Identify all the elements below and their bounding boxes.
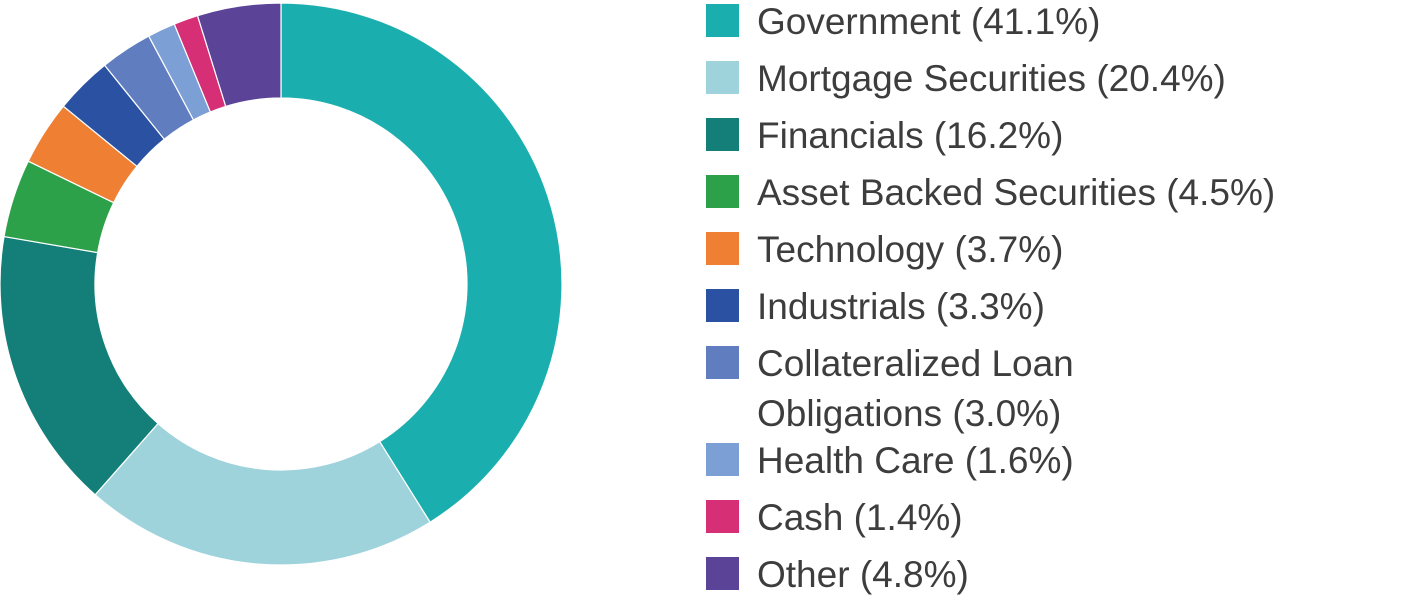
legend-label: Cash (1.4%) xyxy=(757,497,963,538)
donut-slice-mortgage-securities xyxy=(94,422,431,566)
legend-swatch xyxy=(706,232,739,265)
legend-swatch xyxy=(706,557,739,590)
legend-swatch xyxy=(706,175,739,208)
legend-label: Asset Backed Securities (4.5%) xyxy=(757,172,1276,213)
legend-swatch xyxy=(706,443,739,476)
legend-swatch xyxy=(706,289,739,322)
legend-label: Industrials (3.3%) xyxy=(757,286,1045,327)
legend-swatch xyxy=(706,118,739,151)
legend-label: Mortgage Securities (20.4%) xyxy=(757,58,1226,99)
legend-label: Health Care (1.6%) xyxy=(757,440,1074,481)
legend-label: Financials (16.2%) xyxy=(757,115,1064,156)
legend-swatch xyxy=(706,346,739,379)
legend-label: Collateralized Loan xyxy=(757,343,1074,384)
legend-label: Other (4.8%) xyxy=(757,554,969,595)
legend-label: Technology (3.7%) xyxy=(757,229,1064,270)
legend-label: Government (41.1%) xyxy=(757,1,1101,42)
legend-label: Obligations (3.0%) xyxy=(757,393,1062,434)
donut-slice-government xyxy=(280,2,563,524)
legend-swatch xyxy=(706,4,739,37)
legend-swatch xyxy=(706,500,739,533)
donut-chart xyxy=(0,2,563,566)
legend-swatch xyxy=(706,61,739,94)
donut-slice-other xyxy=(196,2,282,108)
